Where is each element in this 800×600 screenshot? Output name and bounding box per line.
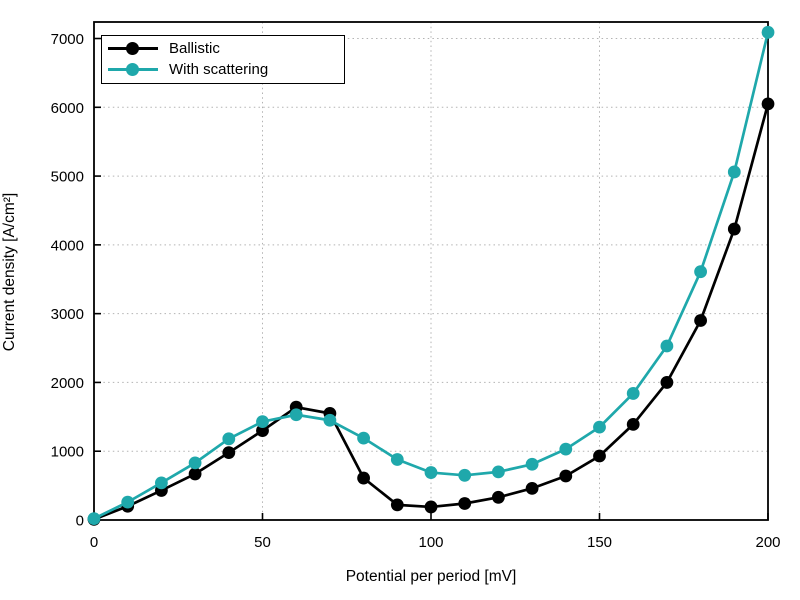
x-axis-label: Potential per period [mV] <box>345 568 517 585</box>
y-axis-label: Current density [A/cm²] <box>1 192 18 352</box>
data-point <box>593 420 606 434</box>
data-point <box>390 453 404 466</box>
y-tick-label: 6000 <box>51 100 84 117</box>
x-tick-label: 100 <box>418 534 443 551</box>
data-point <box>222 446 236 459</box>
x-tick-label: 0 <box>90 534 98 551</box>
data-point <box>424 466 438 479</box>
y-tick-label: 1000 <box>51 444 84 461</box>
legend-swatch-ballistic <box>108 42 158 56</box>
data-point <box>87 512 101 526</box>
data-point <box>256 415 269 429</box>
data-point <box>390 498 404 512</box>
x-tick-label: 150 <box>587 534 612 551</box>
y-tick-label: 5000 <box>51 169 84 186</box>
data-point <box>323 413 337 427</box>
legend: Ballistic With scattering <box>101 35 345 84</box>
y-tick-label: 4000 <box>51 237 84 254</box>
legend-marker-icon <box>126 42 139 55</box>
data-point <box>660 339 674 353</box>
legend-item-with-scattering: With scattering <box>108 59 338 80</box>
x-tick-label: 50 <box>254 534 271 551</box>
data-point <box>727 165 741 179</box>
data-point <box>256 424 269 437</box>
y-tick-label: 7000 <box>51 31 84 48</box>
legend-swatch-with-scattering <box>108 63 158 77</box>
data-point <box>660 376 674 389</box>
data-point <box>559 442 573 456</box>
data-point <box>458 468 472 482</box>
data-point <box>525 481 539 495</box>
data-point <box>188 467 202 481</box>
data-point <box>357 471 370 485</box>
data-point <box>492 490 505 504</box>
data-point <box>626 387 640 400</box>
data-point <box>188 456 202 470</box>
data-point <box>424 500 438 514</box>
data-point <box>761 25 775 39</box>
data-point <box>458 497 472 510</box>
y-tick-label: 0 <box>76 513 84 530</box>
data-point <box>761 97 775 111</box>
data-point <box>121 495 135 509</box>
legend-label-with-scattering: With scattering <box>169 61 269 78</box>
data-point <box>492 465 505 479</box>
y-tick-label: 2000 <box>51 375 84 392</box>
data-point <box>559 469 573 483</box>
data-point <box>357 431 370 445</box>
x-tick-label: 200 <box>755 534 780 551</box>
data-point <box>626 417 640 431</box>
legend-item-ballistic: Ballistic <box>108 38 338 59</box>
y-tick-label: 3000 <box>51 306 84 323</box>
data-point <box>222 432 236 446</box>
data-point <box>289 408 303 422</box>
legend-marker-icon <box>126 63 139 76</box>
data-point <box>155 476 168 490</box>
data-point <box>694 265 707 279</box>
data-point <box>593 449 606 463</box>
data-point <box>694 314 707 327</box>
data-point <box>525 457 539 471</box>
data-point <box>727 222 741 236</box>
legend-label-ballistic: Ballistic <box>169 40 220 57</box>
